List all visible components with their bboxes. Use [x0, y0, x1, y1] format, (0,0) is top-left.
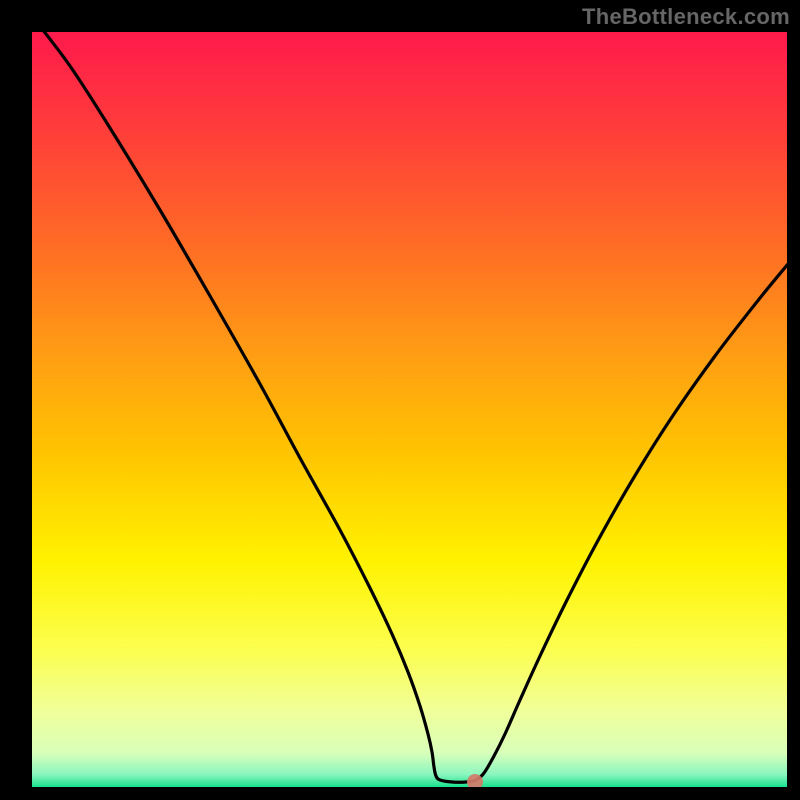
- chart-frame: TheBottleneck.com: [0, 0, 800, 800]
- axis-border-left: [0, 0, 32, 800]
- axis-border-bottom: [0, 787, 800, 800]
- axis-border-right: [787, 0, 800, 800]
- watermark-text: TheBottleneck.com: [582, 4, 790, 30]
- bottleneck-chart: [0, 0, 800, 800]
